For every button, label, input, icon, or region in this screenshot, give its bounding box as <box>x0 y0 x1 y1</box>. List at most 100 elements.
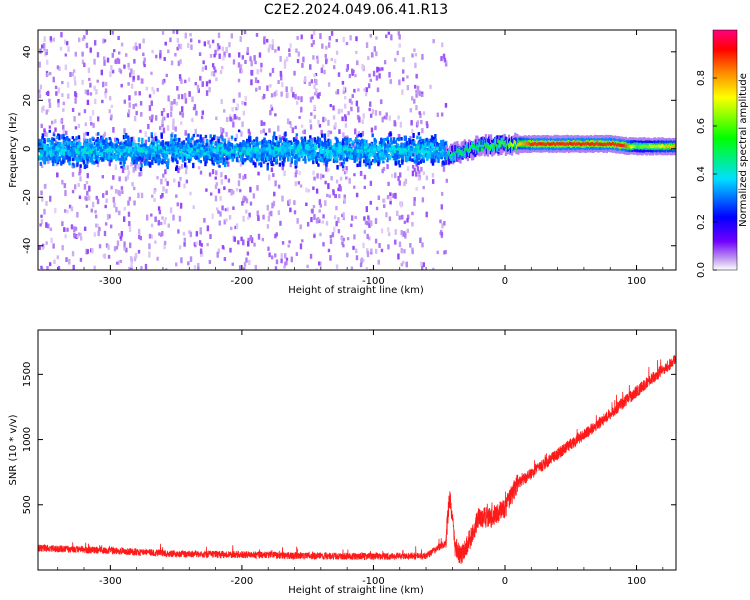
heatmap-cell <box>78 171 81 176</box>
heatmap-cell <box>285 146 289 150</box>
heatmap-cell <box>170 138 173 143</box>
heatmap-cell <box>351 94 354 98</box>
heatmap-cell <box>208 151 211 156</box>
heatmap-cell <box>134 252 138 259</box>
heatmap-cell <box>152 137 156 143</box>
heatmap-cell <box>375 51 378 57</box>
heatmap-cell <box>443 221 446 226</box>
heatmap-cell <box>387 232 391 237</box>
heatmap-cell <box>57 87 61 94</box>
heatmap-cell <box>428 152 432 158</box>
heatmap-cell <box>186 148 190 152</box>
heatmap-cell <box>298 149 302 155</box>
heatmap-cell <box>240 143 243 148</box>
heatmap-cell <box>68 204 72 209</box>
heatmap-cell <box>139 129 142 133</box>
heatmap-cell <box>57 266 61 270</box>
heatmap-cell <box>247 216 250 220</box>
heatmap-cell <box>223 257 227 262</box>
heatmap-cell <box>184 132 187 136</box>
heatmap-cell <box>89 92 93 96</box>
heatmap-cell <box>73 226 76 233</box>
heatmap-cell <box>296 218 299 224</box>
heatmap-cell <box>237 78 241 83</box>
heatmap-cell <box>294 165 297 169</box>
heatmap-cell <box>341 140 345 146</box>
heatmap-cell <box>434 155 437 159</box>
heatmap-cell <box>123 207 126 211</box>
heatmap-cell <box>368 236 371 241</box>
heatmap-cell <box>166 125 170 131</box>
heatmap-cell <box>351 142 354 146</box>
heatmap-cell <box>263 36 266 40</box>
heatmap-cell <box>330 176 333 181</box>
heatmap-cell <box>378 67 381 72</box>
heatmap-cell <box>322 214 325 219</box>
heatmap-cell <box>408 139 412 145</box>
heatmap-cell <box>364 92 368 97</box>
heatmap-cell <box>227 147 231 151</box>
heatmap-cell <box>219 195 222 201</box>
heatmap-cell <box>139 235 142 241</box>
heatmap-cell <box>173 152 177 156</box>
heatmap-cell <box>171 153 175 160</box>
heatmap-cell <box>244 158 247 162</box>
heatmap-cell <box>364 162 368 167</box>
heatmap-cell <box>122 162 125 167</box>
heatmap-cell <box>434 138 437 143</box>
heatmap-cell <box>124 156 128 161</box>
heatmap-cell <box>103 230 107 237</box>
heatmap-cell <box>389 79 392 84</box>
heatmap-cell <box>397 151 401 155</box>
heatmap-cell <box>177 181 181 188</box>
heatmap-cell <box>357 145 361 149</box>
heatmap-cell <box>345 176 348 180</box>
heatmap-cell <box>374 109 378 116</box>
heatmap-cell <box>421 93 424 97</box>
heatmap-cell <box>71 251 75 257</box>
heatmap-cell <box>195 231 199 237</box>
heatmap-cell <box>300 136 303 140</box>
heatmap-cell <box>321 64 325 68</box>
heatmap-cell <box>431 161 435 166</box>
heatmap-cell <box>288 199 291 205</box>
heatmap-cell <box>324 53 328 59</box>
heatmap-cell <box>217 188 221 194</box>
heatmap-cell <box>421 128 424 134</box>
heatmap-cell <box>380 155 383 161</box>
heatmap-cell <box>233 236 236 242</box>
heatmap-cell <box>411 53 414 58</box>
heatmap-cell <box>322 116 325 123</box>
heatmap-cell <box>385 148 389 152</box>
heatmap-cell <box>365 42 369 49</box>
heatmap-cell <box>339 141 342 145</box>
heatmap-cell <box>421 138 424 142</box>
heatmap-cell <box>409 108 413 113</box>
heatmap-cell <box>227 137 230 143</box>
heatmap-cell <box>267 139 270 144</box>
heatmap-cell <box>89 138 92 143</box>
heatmap-cell <box>317 119 320 125</box>
heatmap-cell <box>394 58 397 62</box>
heatmap-cell <box>372 151 376 157</box>
figure-title: C2E2.2024.049.06.41.R13 <box>264 2 448 18</box>
heatmap-cell <box>420 166 423 172</box>
heatmap-cell <box>405 149 409 153</box>
heatmap-cell <box>367 83 371 89</box>
heatmap-cell <box>369 180 373 186</box>
heatmap-cell <box>414 151 418 155</box>
heatmap-cell <box>277 142 280 147</box>
heatmap-cell <box>317 216 320 222</box>
heatmap-cell <box>177 141 180 145</box>
heatmap-cell <box>229 151 232 155</box>
heatmap-cell <box>338 150 342 154</box>
heatmap-cell <box>119 142 122 146</box>
heatmap-cell <box>259 68 263 73</box>
heatmap-cell <box>69 71 72 77</box>
heatmap-cell <box>303 76 307 82</box>
heatmap-cell <box>315 217 319 224</box>
heatmap-cell <box>103 131 107 136</box>
heatmap-cell <box>406 214 410 220</box>
heatmap-cell <box>404 154 407 159</box>
heatmap-cell <box>442 160 445 165</box>
